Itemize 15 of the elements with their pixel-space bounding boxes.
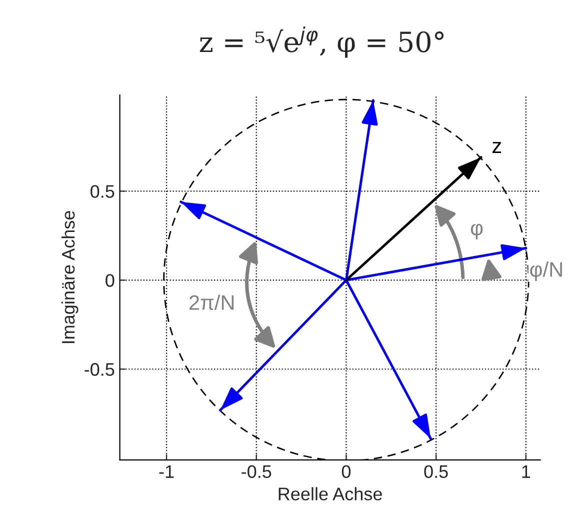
chart-title: z = ⁵√e$^{jφ}$, φ = 50° — [200, 26, 444, 58]
y-tick-label: 0 — [106, 274, 114, 287]
y-tick-label: 0.5 — [90, 185, 114, 198]
annotation: 2π/N — [190, 294, 234, 310]
x-tick-label: 0.5 — [424, 465, 448, 478]
annotation: φ — [470, 224, 483, 240]
x-axis-title: Reelle Achse — [278, 487, 382, 500]
x-tick-label: -0.5 — [242, 465, 272, 478]
x-tick-label: -1 — [159, 465, 174, 478]
x-tick-label: 1 — [522, 465, 530, 478]
y-tick-label: -0.5 — [84, 363, 114, 376]
y-axis-title: Imaginäre Achse — [61, 211, 78, 344]
annotation: φ/N — [530, 262, 562, 281]
annotation: z — [492, 142, 502, 153]
x-tick-label: 0 — [342, 465, 351, 478]
